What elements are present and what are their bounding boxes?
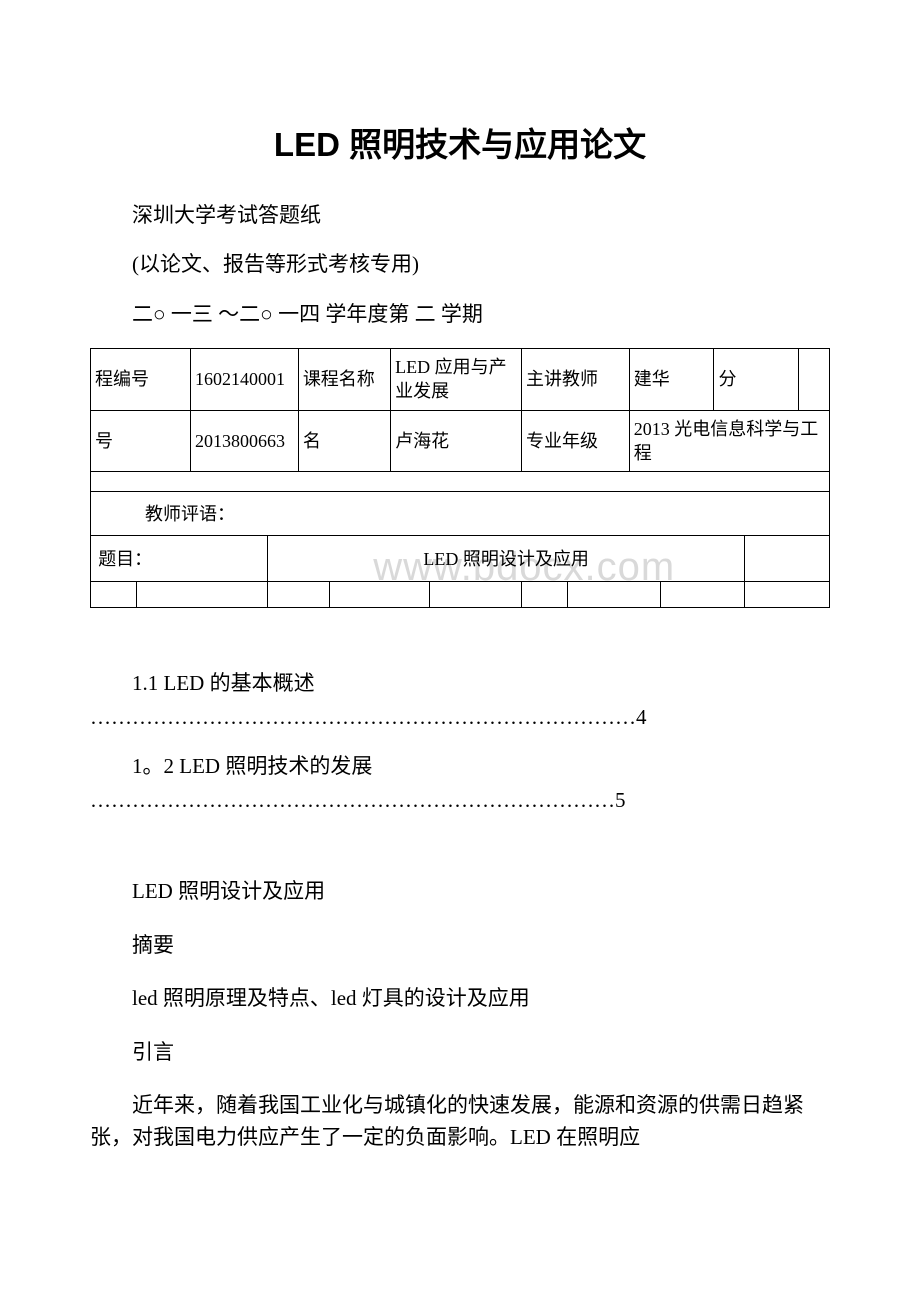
- table-row-student: 号 2013800663 名 卢海花 专业年级 2013 光电信息科学与工程: [91, 410, 830, 472]
- table-row-empty: [91, 582, 830, 608]
- cell-student-id-label: 号: [91, 410, 191, 472]
- cell-major-label: 专业年级: [522, 410, 630, 472]
- cell-empty: [137, 582, 268, 608]
- cell-topic-value: www.bdocx.com LED 照明设计及应用: [268, 536, 745, 582]
- cell-score-label: 分: [714, 349, 799, 411]
- cell-empty: [745, 582, 830, 608]
- cell-topic-blank: [745, 536, 830, 582]
- toc-item-2-dots: …………………………………………………………………5: [90, 785, 830, 817]
- cell-lecturer-label: 主讲教师: [522, 349, 630, 411]
- cell-empty: [268, 582, 330, 608]
- body: LED 照明设计及应用 摘要 led 照明原理及特点、led 灯具的设计及应用 …: [90, 876, 830, 1153]
- table-row-topic: 题目： www.bdocx.com LED 照明设计及应用: [91, 536, 830, 582]
- cell-student-id: 2013800663: [191, 410, 299, 472]
- cell-student-name-label: 名: [298, 410, 390, 472]
- toc-item-2-label: 1。2 LED 照明技术的发展: [90, 751, 830, 783]
- cell-empty: [329, 582, 429, 608]
- cell-major: 2013 光电信息科学与工程: [629, 410, 829, 472]
- cell-empty: [660, 582, 745, 608]
- toc-item-1-label: 1.1 LED 的基本概述: [90, 668, 830, 700]
- cell-course-name-label: 课程名称: [298, 349, 390, 411]
- cell-empty: [522, 582, 568, 608]
- body-p3: led 照明原理及特点、led 灯具的设计及应用: [90, 983, 830, 1015]
- body-p4: 引言: [90, 1037, 830, 1069]
- cell-lecturer: 建华: [629, 349, 714, 411]
- table-row-course: 程编号 1602140001 课程名称 LED 应用与产业发展 主讲教师 建华 …: [91, 349, 830, 411]
- table-row-teacher: 教师评语：: [91, 492, 830, 536]
- cell-course-name: LED 应用与产业发展: [391, 349, 522, 411]
- info-table: 程编号 1602140001 课程名称 LED 应用与产业发展 主讲教师 建华 …: [90, 348, 830, 608]
- cell-teacher-comment: 教师评语：: [91, 492, 830, 536]
- body-p1: LED 照明设计及应用: [90, 876, 830, 908]
- preamble-line-2: (以论文、报告等形式考核专用): [90, 249, 830, 281]
- toc-item-1-dots: ……………………………………………………………………4: [90, 702, 830, 734]
- preamble-line-1: 深圳大学考试答题纸: [90, 200, 830, 232]
- preamble-line-3: 二○ 一三 ～二○ 一四 学年度第 二 学期: [90, 299, 830, 331]
- cell-score: [799, 349, 830, 411]
- page-title: LED 照明技术与应用论文: [90, 120, 830, 170]
- cell-empty: [429, 582, 521, 608]
- cell-empty: [91, 582, 137, 608]
- cell-topic-label: 题目：: [91, 536, 268, 582]
- cell-course-code-label: 程编号: [91, 349, 191, 411]
- cell-empty: [568, 582, 660, 608]
- toc: 1.1 LED 的基本概述 ………………………………………………………………………: [90, 668, 830, 816]
- cell-student-name: 卢海花: [391, 410, 522, 472]
- body-p5: 近年来，随着我国工业化与城镇化的快速发展，能源和资源的供需日趋紧张，对我国电力供…: [90, 1090, 830, 1153]
- table-row-spacer: [91, 472, 830, 492]
- topic-value-text: LED 照明设计及应用: [423, 549, 589, 569]
- cell-spacer: [91, 472, 830, 492]
- body-p2: 摘要: [90, 930, 830, 962]
- cell-course-code: 1602140001: [191, 349, 299, 411]
